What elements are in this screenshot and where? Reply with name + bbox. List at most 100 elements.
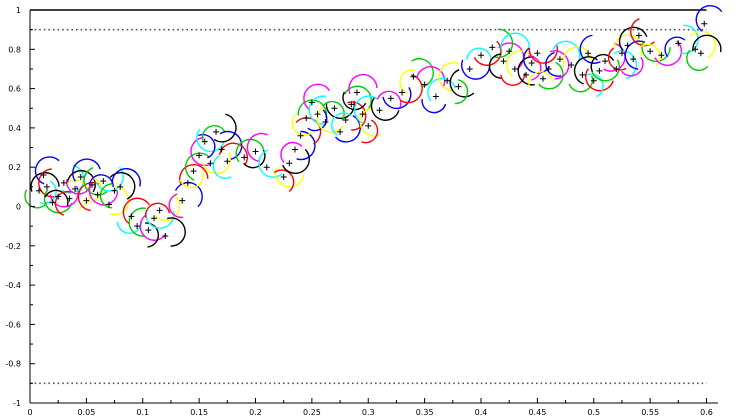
arc-glyph (620, 56, 644, 77)
arc-glyph (664, 36, 686, 58)
arc-glyph (179, 172, 205, 189)
plus-marker (213, 128, 220, 135)
plus-marker (410, 73, 417, 80)
arc-glyph (449, 69, 475, 98)
x-tick-label: 0.1 (136, 408, 149, 417)
x-tick-label: 0.05 (77, 408, 95, 417)
arc-glyph (212, 155, 232, 179)
plus-marker (207, 160, 214, 167)
arc-glyph (680, 24, 699, 55)
arc-glyph (325, 100, 356, 119)
y-tick-label: 0.6 (8, 85, 21, 94)
arc-glyph (213, 113, 237, 143)
arc-glyph (174, 181, 203, 208)
plus-marker (134, 223, 141, 230)
x-tick-label: 0.25 (303, 408, 321, 417)
arc-glyph (66, 178, 92, 195)
arc-glyph (342, 91, 367, 111)
plus-marker (540, 75, 547, 82)
plus-marker (241, 154, 248, 161)
arc-glyph (562, 46, 592, 67)
plus-marker (556, 56, 563, 63)
plus-marker (218, 146, 225, 153)
plus-marker (647, 48, 654, 55)
arc-glyph (316, 106, 344, 133)
x-tick-label: 0.4 (475, 408, 488, 417)
plus-marker (89, 181, 96, 188)
arc-glyph (88, 184, 119, 206)
plus-marker (568, 62, 575, 69)
plus-marker (635, 32, 642, 39)
plus-marker (55, 193, 62, 200)
arc-glyph (281, 148, 310, 174)
plus-marker (49, 199, 56, 206)
arc-glyph (343, 85, 372, 111)
plus-marker (263, 164, 270, 171)
x-tick-label: 0.5 (587, 408, 600, 417)
arc-glyph (590, 59, 620, 82)
arc-glyph (179, 164, 209, 185)
arc-glyph (361, 119, 379, 144)
y-tick-label: -0.2 (5, 242, 21, 251)
arc-glyph (692, 34, 722, 53)
x-tick-label: 0.55 (641, 408, 659, 417)
arc-glyph (466, 47, 492, 62)
plus-marker (60, 179, 67, 186)
arc-glyphs (24, 5, 723, 248)
plus-marker (297, 132, 304, 139)
arc-glyph (488, 53, 502, 79)
arc-glyph (39, 180, 57, 205)
arc-glyph (498, 42, 525, 70)
arc-glyph (353, 95, 379, 124)
plus-marker (100, 177, 107, 184)
arc-glyph (579, 34, 601, 64)
arc-glyph (359, 107, 381, 137)
arc-glyph (167, 217, 186, 247)
reference-lines (30, 9, 707, 385)
plus-marker (314, 111, 321, 118)
plus-marker (618, 50, 625, 57)
arc-glyph (280, 141, 303, 163)
plus-marker (624, 42, 631, 49)
arc-glyph (83, 167, 108, 196)
plus-marker (455, 83, 462, 90)
plus-marker (579, 71, 586, 78)
plus-marker (331, 105, 338, 112)
arc-glyph (38, 168, 59, 198)
plus-marker (303, 115, 310, 122)
arc-glyph (500, 73, 526, 86)
arc-glyph (590, 53, 615, 72)
arc-glyph (607, 47, 627, 71)
arc-glyph (382, 87, 412, 110)
arc-glyph (235, 138, 265, 163)
plus-marker (432, 93, 439, 100)
arc-glyph (201, 152, 232, 175)
y-tick-label: 0.8 (8, 45, 21, 54)
plus-marker (602, 58, 609, 65)
x-tick-label: 0.2 (249, 408, 262, 417)
arc-glyph (545, 51, 562, 77)
plus-marker (348, 101, 355, 108)
plus-marker (545, 65, 552, 72)
plus-marker (72, 185, 79, 192)
plus-marker (489, 44, 496, 51)
plus-marker (184, 179, 191, 186)
plus-marker (590, 77, 597, 84)
arc-glyph (654, 40, 683, 66)
arc-glyph (603, 42, 626, 72)
y-tick-label: 0 (16, 203, 21, 212)
plus-marker (43, 183, 50, 190)
plus-marker (156, 207, 163, 214)
x-tick-label: 0.45 (528, 408, 546, 417)
plus-marker (444, 77, 451, 84)
arc-glyph (66, 170, 96, 193)
arc-glyph (421, 98, 447, 114)
plus-marker (353, 89, 360, 96)
plus-marker (308, 99, 315, 106)
plus-marker (252, 148, 259, 155)
plus-marker (94, 191, 101, 198)
plus-marker (528, 60, 535, 67)
x-tick-label: 0.35 (416, 408, 434, 417)
arc-glyph (549, 50, 570, 80)
plus-marker (224, 158, 231, 165)
